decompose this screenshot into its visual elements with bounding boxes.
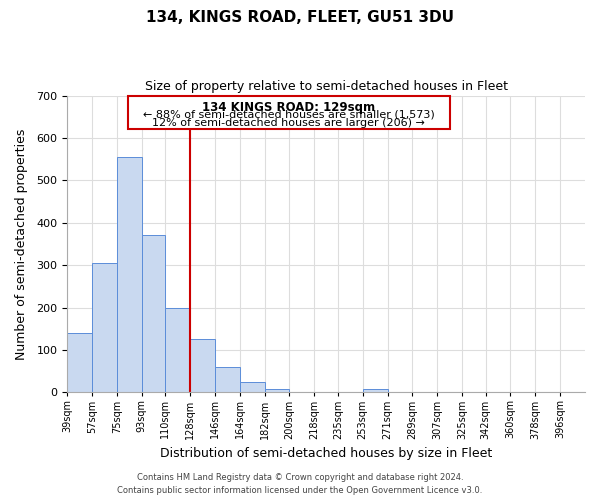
Bar — [142, 236, 165, 392]
Title: Size of property relative to semi-detached houses in Fleet: Size of property relative to semi-detach… — [145, 80, 508, 93]
Bar — [362, 389, 388, 392]
Bar — [190, 340, 215, 392]
Bar — [92, 263, 117, 392]
Bar — [215, 367, 240, 392]
Text: 12% of semi-detached houses are larger (206) →: 12% of semi-detached houses are larger (… — [152, 118, 425, 128]
Text: ← 88% of semi-detached houses are smaller (1,573): ← 88% of semi-detached houses are smalle… — [143, 109, 434, 119]
Text: 134, KINGS ROAD, FLEET, GU51 3DU: 134, KINGS ROAD, FLEET, GU51 3DU — [146, 10, 454, 25]
Y-axis label: Number of semi-detached properties: Number of semi-detached properties — [15, 128, 28, 360]
FancyBboxPatch shape — [128, 96, 449, 130]
Text: 134 KINGS ROAD: 129sqm: 134 KINGS ROAD: 129sqm — [202, 100, 376, 114]
Bar — [265, 389, 289, 392]
Bar — [240, 382, 265, 392]
Bar — [67, 333, 92, 392]
X-axis label: Distribution of semi-detached houses by size in Fleet: Distribution of semi-detached houses by … — [160, 447, 492, 460]
Text: Contains HM Land Registry data © Crown copyright and database right 2024.
Contai: Contains HM Land Registry data © Crown c… — [118, 474, 482, 495]
Bar — [165, 308, 190, 392]
Bar — [117, 157, 142, 392]
